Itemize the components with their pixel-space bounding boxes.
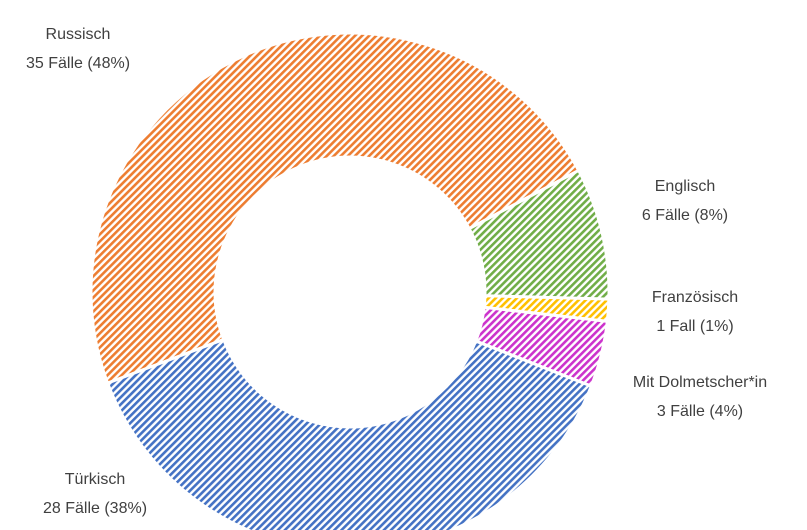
data-label-name: Türkisch	[65, 471, 125, 488]
data-label-name: Russisch	[46, 26, 111, 43]
data-label-value: 6 Fälle (8%)	[642, 207, 728, 224]
data-label-name: Englisch	[655, 178, 715, 195]
donut-segment	[105, 337, 594, 530]
data-label-value: 28 Fälle (38%)	[43, 500, 147, 517]
data-label-value: 1 Fall (1%)	[656, 318, 733, 335]
data-label-name: Mit Dolmetscher*in	[633, 374, 767, 391]
data-label-value: 3 Fälle (4%)	[657, 403, 743, 420]
data-label-name: Französisch	[652, 289, 738, 306]
donut-segment	[89, 31, 581, 386]
data-label-value: 35 Fälle (48%)	[26, 55, 130, 72]
